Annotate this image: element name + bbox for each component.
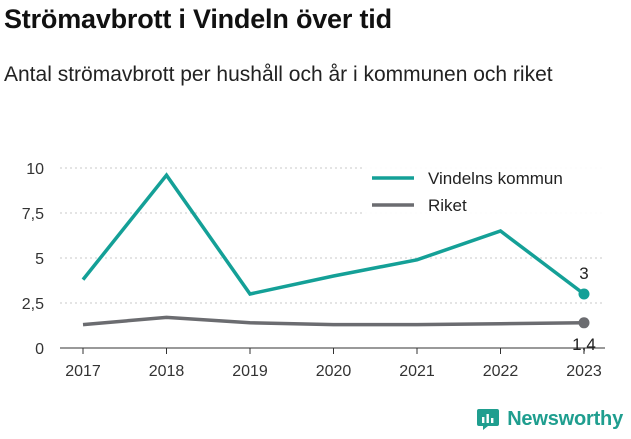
brand-logo: Newsworthy <box>476 407 623 431</box>
y-tick-label: 0 <box>35 341 44 358</box>
legend-label-0: Vindelns kommun <box>428 169 563 188</box>
end-label-riket: 1,4 <box>572 335 596 354</box>
series-end-point-1 <box>578 317 590 329</box>
legend-label-1: Riket <box>428 196 467 215</box>
axes: 0 2,5 5 7,5 10 2017 2018 2019 2020 2021 2022 2023 <box>22 161 605 380</box>
series-end-point-0 <box>578 288 590 300</box>
x-tick-label: 2017 <box>65 363 101 380</box>
chart-subtitle: Antal strömavbrott per hushåll och år i … <box>4 63 553 86</box>
end-label-vindeln: 3 <box>579 264 588 283</box>
series-line-1 <box>82 315 585 327</box>
legend: Vindelns kommun Riket <box>364 162 604 220</box>
legend-background <box>364 162 604 220</box>
grid-lines <box>60 167 605 304</box>
line-chart: 0 2,5 5 7,5 10 2017 2018 2019 2020 2021 2022 2023 V… <box>22 161 605 380</box>
y-tick-label: 10 <box>26 161 44 178</box>
series-layer <box>81 172 590 329</box>
x-tick-label: 2019 <box>232 363 268 380</box>
x-tick-label: 2020 <box>316 363 352 380</box>
chart-title: Strömavbrott i Vindeln över tid <box>4 4 392 34</box>
y-tick-label: 5 <box>35 251 44 268</box>
y-tick-label: 7,5 <box>22 206 44 223</box>
x-tick-label: 2018 <box>149 363 185 380</box>
x-tick-label: 2021 <box>399 363 435 380</box>
bar-chart-logo-icon <box>477 409 500 430</box>
series-line-0 <box>81 172 586 296</box>
x-tick-label: 2023 <box>566 363 602 380</box>
x-tick-label: 2022 <box>483 363 519 380</box>
data-labels: 31,4 <box>572 264 596 354</box>
y-tick-label: 2,5 <box>22 296 44 313</box>
brand-name: Newsworthy <box>507 407 623 430</box>
